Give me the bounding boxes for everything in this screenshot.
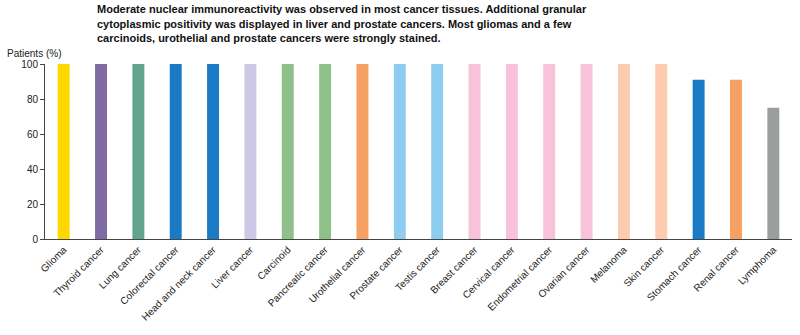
svg-text:100: 100 [21, 59, 38, 70]
svg-text:Moderate nuclear immunoreactiv: Moderate nuclear immunoreactivity was ob… [97, 3, 587, 44]
svg-text:40: 40 [27, 164, 39, 175]
svg-text:Head and neck cancer: Head and neck cancer [139, 244, 218, 323]
svg-text:Lymphoma: Lymphoma [736, 244, 779, 287]
svg-text:Prostate cancer: Prostate cancer [347, 244, 405, 302]
svg-text:Stomach cancer: Stomach cancer [645, 244, 704, 303]
svg-text:Patients (%): Patients (%) [7, 48, 61, 59]
svg-text:Testis cancer: Testis cancer [393, 244, 443, 294]
svg-text:Colorectal cancer: Colorectal cancer [118, 244, 181, 307]
svg-text:Carcinoid: Carcinoid [255, 244, 293, 282]
svg-text:Renal cancer: Renal cancer [691, 244, 741, 294]
svg-text:20: 20 [27, 199, 39, 210]
svg-text:Breast cancer: Breast cancer [428, 244, 480, 296]
svg-text:Melanoma: Melanoma [588, 244, 629, 285]
svg-text:Pancreatic cancer: Pancreatic cancer [266, 244, 331, 309]
svg-text:Glioma: Glioma [38, 244, 68, 274]
svg-text:Thyroid cancer: Thyroid cancer [51, 244, 106, 299]
svg-text:Liver cancer: Liver cancer [209, 244, 256, 291]
svg-text:Urothelial cancer: Urothelial cancer [307, 244, 368, 305]
svg-text:0: 0 [32, 234, 38, 245]
svg-text:Endometrial cancer: Endometrial cancer [485, 244, 554, 313]
svg-text:Lung cancer: Lung cancer [97, 244, 144, 291]
svg-text:Skin cancer: Skin cancer [622, 244, 667, 289]
svg-text:60: 60 [27, 129, 39, 140]
svg-text:Ovarian cancer: Ovarian cancer [536, 244, 592, 300]
svg-text:Cervical cancer: Cervical cancer [460, 244, 517, 301]
svg-text:80: 80 [27, 94, 39, 105]
